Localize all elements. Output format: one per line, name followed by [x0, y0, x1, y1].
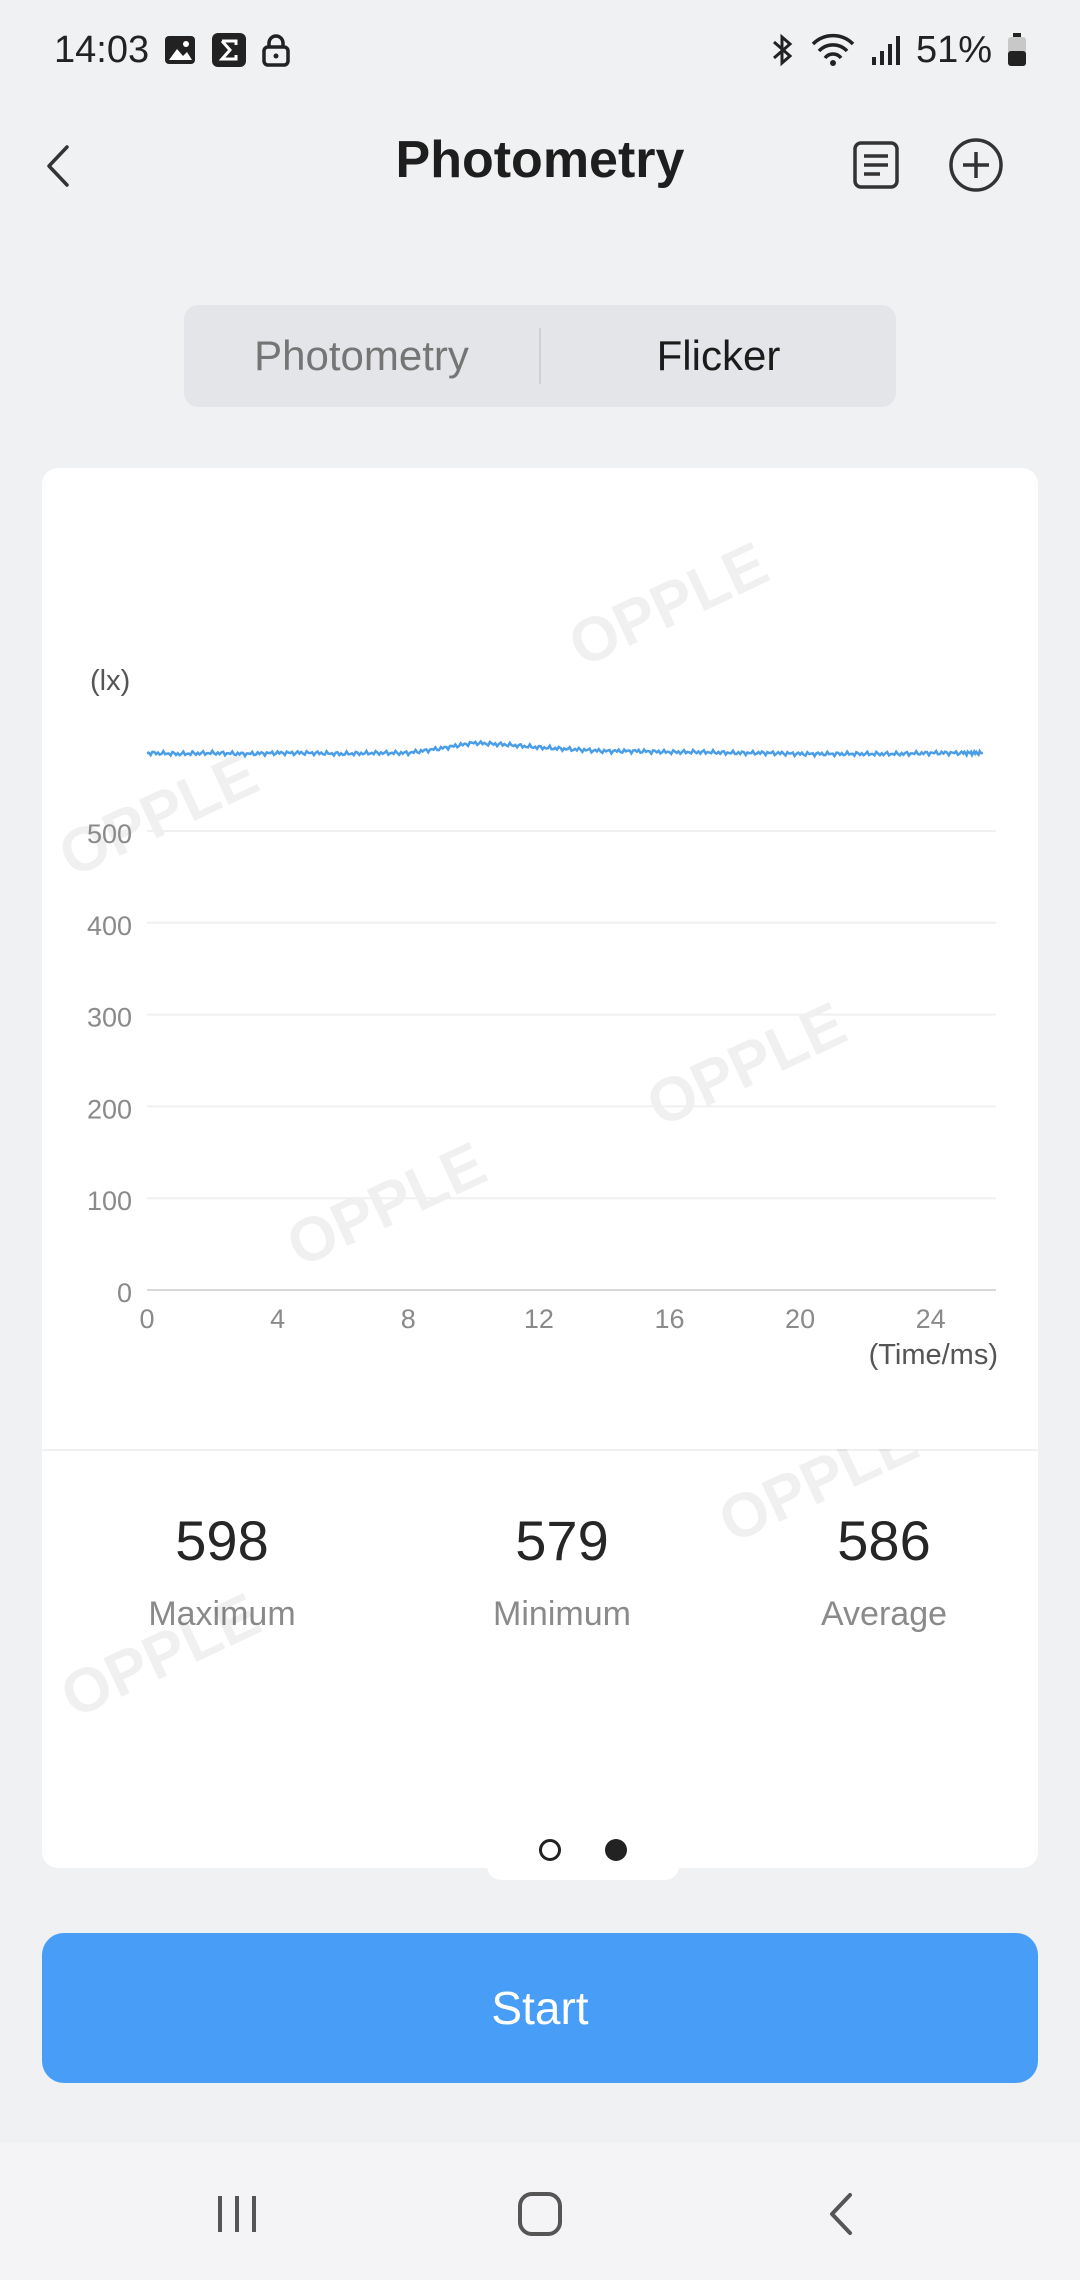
wifi-icon: [810, 32, 856, 68]
back-arrow-icon: [47, 145, 69, 187]
page-indicator: [487, 1820, 679, 1880]
gallery-icon: [163, 33, 197, 67]
app-bar: Photometry: [0, 100, 1080, 230]
stat-minimum-value: 579: [515, 1509, 609, 1572]
y-axis-label: (lx): [90, 665, 130, 697]
tab-flicker[interactable]: Flicker: [656, 332, 781, 379]
y-tick-label: 0: [117, 1278, 132, 1308]
y-tick-label: 200: [87, 1094, 132, 1124]
page-title: Photometry: [395, 131, 685, 189]
recent-apps-button[interactable]: [202, 2179, 272, 2249]
mode-tabs: Photometry Flicker: [184, 305, 896, 407]
stat-minimum-label: Minimum: [493, 1595, 631, 1633]
y-tick-label: 500: [87, 819, 132, 849]
stat-average: 586 Average: [764, 1508, 1004, 1634]
flicker-card: OPPLE OPPLE OPPLE OPPLE 0 100 200 300 400 500 0 4 8 1…: [42, 468, 1038, 1880]
watermark-text: OPPLE: [637, 989, 857, 1140]
battery-percent: 51%: [915, 28, 992, 71]
bluetooth-icon: [768, 32, 796, 68]
nav-back-button[interactable]: [806, 2179, 876, 2249]
back-icon: [830, 2193, 852, 2235]
records-button[interactable]: [845, 134, 907, 196]
x-tick-label: 24: [916, 1304, 946, 1334]
start-button[interactable]: Start: [42, 1933, 1038, 2083]
status-left: 14:03: [54, 29, 291, 72]
x-tick-label: 4: [270, 1304, 285, 1334]
stat-maximum-label: Maximum: [148, 1595, 296, 1633]
x-tick-label: 0: [139, 1304, 154, 1334]
stat-average-label: Average: [820, 1595, 948, 1633]
x-tick-label: 16: [654, 1304, 684, 1334]
stat-average-value: 586: [837, 1509, 931, 1572]
card-divider: [42, 1449, 1038, 1451]
recent-apps-icon: [218, 2196, 256, 2232]
list-icon: [853, 141, 899, 189]
series-line: [146, 739, 984, 759]
watermark-text: OPPLE: [559, 529, 779, 680]
page-dot-1[interactable]: [539, 1839, 561, 1861]
tab-photometry[interactable]: Photometry: [254, 332, 469, 379]
x-tick-label: 8: [401, 1304, 416, 1334]
system-nav-bar: [0, 2143, 1080, 2280]
stat-minimum: 579 Minimum: [442, 1508, 682, 1634]
sigma-icon: [211, 32, 247, 68]
x-tick-label: 12: [524, 1304, 554, 1334]
home-icon: [518, 2192, 562, 2236]
back-button[interactable]: [28, 128, 88, 204]
watermark-text: OPPLE: [709, 1449, 929, 1557]
page-dot-2[interactable]: [605, 1839, 627, 1861]
x-axis-label: (Time/ms): [869, 1339, 998, 1371]
tab-divider: [539, 328, 541, 384]
stat-maximum-value: 598: [175, 1509, 269, 1572]
signal-icon: [870, 33, 902, 67]
watermark-text: OPPLE: [49, 739, 269, 890]
add-button[interactable]: [943, 132, 1009, 198]
watermark-bottom: OPPLE OPPLE: [51, 1449, 929, 1732]
status-bar: 14:03 51%: [0, 0, 1080, 100]
watermark-text: OPPLE: [51, 1580, 271, 1731]
stat-maximum: 598 Maximum: [102, 1508, 342, 1634]
lock-icon: [261, 33, 291, 67]
status-right: 51%: [768, 29, 1028, 72]
y-tick-label: 300: [87, 1003, 132, 1033]
add-circle-icon: [949, 138, 1003, 192]
y-tick-label: 100: [87, 1186, 132, 1216]
flicker-chart: OPPLE OPPLE OPPLE OPPLE 0 100 200 300 400 500 0 4 8 1…: [49, 529, 998, 1371]
watermark-text: OPPLE: [277, 1129, 497, 1280]
clock-time: 14:03: [54, 28, 150, 71]
home-button[interactable]: [505, 2179, 575, 2249]
x-tick-label: 20: [785, 1304, 815, 1334]
battery-icon: [1006, 32, 1028, 68]
y-tick-label: 400: [87, 911, 132, 941]
